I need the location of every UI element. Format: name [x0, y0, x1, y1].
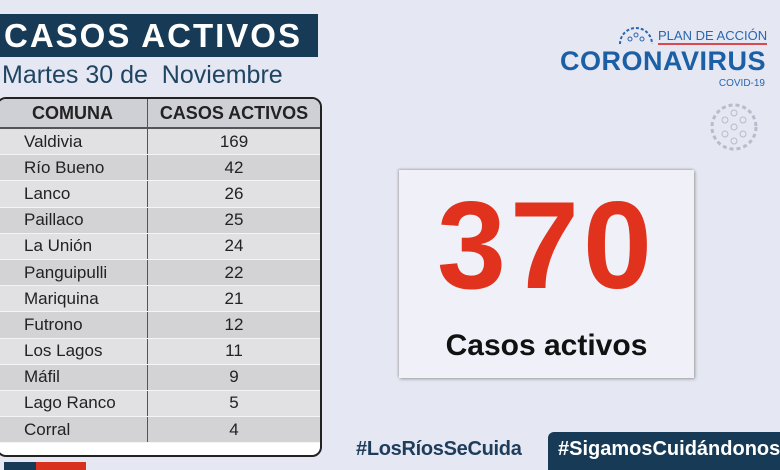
- date-subtitle: Martes 30 de Noviembre: [2, 61, 283, 89]
- total-label: Casos activos: [445, 329, 648, 362]
- table-row: La Unión 24: [0, 233, 320, 260]
- comuna-cell: Futrono: [0, 312, 148, 338]
- flag-bar-blue: [4, 462, 36, 470]
- casos-cell: 22: [224, 262, 244, 282]
- total-card: 370 Casos activos: [399, 170, 694, 378]
- coronavirus-logo: PLAN DE ACCIÓN CORONAVIRUS COVID-19: [560, 26, 768, 92]
- table-header: COMUNA CASOS ACTIVOS: [0, 99, 320, 129]
- comuna-cell: La Unión: [0, 233, 148, 259]
- casos-cell: 12: [224, 314, 244, 334]
- total-value: 370: [437, 177, 656, 315]
- virus-icon: [710, 103, 758, 151]
- casos-cell: 4: [229, 419, 239, 439]
- comuna-cell: Lanco: [0, 181, 148, 207]
- hashtag-sigamos: #SigamosCuidándonos: [548, 432, 780, 470]
- comuna-cell: Máfil: [0, 364, 148, 390]
- logo-plan: PLAN DE ACCIÓN: [658, 28, 768, 45]
- casos-cell: 24: [224, 236, 244, 256]
- table-row: Paillaco 25: [0, 207, 320, 234]
- hashtag-losrios: #LosRíosSeCuida: [356, 438, 522, 460]
- header-comuna: COMUNA: [0, 99, 148, 127]
- table-row: Río Bueno 42: [0, 155, 320, 182]
- cases-table: COMUNA CASOS ACTIVOS Valdivia 169 Río Buen…: [0, 97, 322, 457]
- comuna-cell: Río Bueno: [0, 155, 148, 181]
- logo-sub: COVID-19: [718, 78, 765, 89]
- logo-name: CORONAVIRUS: [560, 46, 767, 76]
- table-row: Mariquina 21: [0, 286, 320, 313]
- casos-cell: 21: [224, 288, 244, 308]
- table-row: Panguipulli 22: [0, 259, 320, 287]
- table-row: Lanco 26: [0, 181, 320, 208]
- comuna-cell: Paillaco: [0, 207, 148, 233]
- table-row: Máfil 9: [0, 364, 320, 391]
- table-row: Los Lagos 11: [0, 338, 320, 365]
- comuna-cell: Los Lagos: [0, 338, 148, 364]
- comuna-cell: Lago Ranco: [0, 390, 148, 417]
- table-row: Futrono 12: [0, 312, 320, 339]
- flag-bar-red: [36, 462, 86, 470]
- table-body: Valdivia 169 Río Bueno 42 Lanco 26 Paillaco 25 L…: [0, 129, 320, 444]
- casos-cell: 169: [219, 131, 249, 151]
- table-row: Lago Ranco 5: [0, 390, 320, 418]
- header-casos: CASOS ACTIVOS: [159, 102, 309, 123]
- casos-cell: 9: [229, 367, 239, 387]
- page-title: CASOS ACTIVOS: [0, 14, 318, 57]
- comuna-cell: Valdivia: [0, 129, 148, 155]
- table-row: Corral 4: [0, 417, 320, 444]
- comuna-cell: Corral: [0, 417, 148, 443]
- comuna-cell: Panguipulli: [0, 259, 148, 286]
- casos-cell: 42: [224, 157, 244, 177]
- table-row: Valdivia 169: [0, 129, 320, 156]
- casos-cell: 11: [225, 341, 243, 361]
- casos-cell: 25: [224, 210, 244, 230]
- casos-cell: 5: [229, 393, 239, 413]
- virus-logo-icon: [619, 27, 653, 45]
- comuna-cell: Mariquina: [0, 286, 148, 312]
- casos-cell: 26: [224, 183, 244, 203]
